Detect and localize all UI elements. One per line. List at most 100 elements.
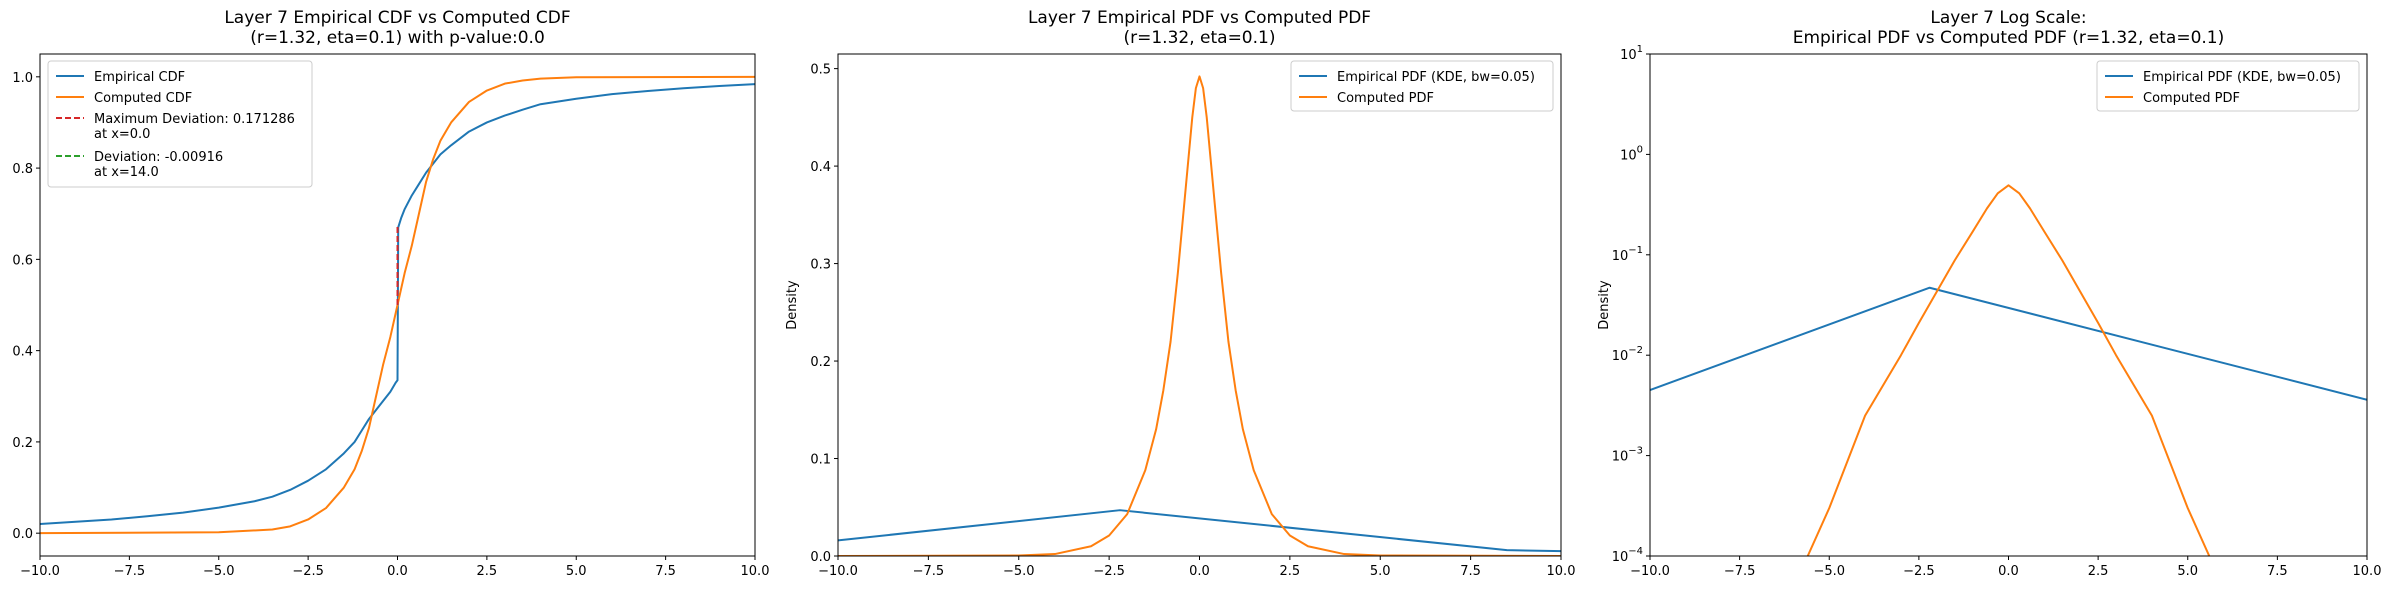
chart-title-line: Layer 7 Empirical PDF vs Computed PDF bbox=[1028, 8, 1371, 28]
chart-title: Layer 7 Empirical PDF vs Computed PDF (r=… bbox=[1028, 8, 1371, 48]
chart-title-line: Layer 7 Log Scale: bbox=[1930, 8, 2086, 28]
y-tick-label: 0.4 bbox=[810, 160, 831, 175]
y-tick-label: 10−3 bbox=[1612, 446, 1643, 465]
x-tick-label: 7.5 bbox=[2267, 564, 2288, 579]
y-tick-base: 10 bbox=[1620, 148, 1637, 163]
legend: Empirical PDF (KDE, bw=0.05) Computed PDF bbox=[2096, 60, 2360, 112]
x-tick-label: 5.0 bbox=[1370, 564, 1391, 579]
x-tick-label: 0.0 bbox=[387, 564, 408, 579]
series-line-2 bbox=[1806, 184, 2211, 556]
legend-label-4: Deviation: -0.00916 at x=14.0 bbox=[94, 150, 223, 180]
y-tick-label: 0.5 bbox=[810, 63, 831, 78]
legend-label-1: Empirical PDF (KDE, bw=0.05) bbox=[1337, 70, 1535, 85]
y-tick-exponent: −3 bbox=[1628, 446, 1643, 457]
x-tick-label: −5.0 bbox=[1003, 564, 1035, 579]
legend-label-1: Empirical CDF bbox=[94, 70, 185, 85]
y-tick-exponent: −4 bbox=[1628, 546, 1643, 557]
axes-frame bbox=[39, 53, 756, 557]
y-tick-base: 10 bbox=[1612, 450, 1629, 465]
y-tick-label: 0.2 bbox=[810, 355, 831, 370]
y-tick-label: 0.1 bbox=[810, 453, 831, 468]
x-tick-label: −7.5 bbox=[1724, 564, 1756, 579]
y-tick-label: 0.3 bbox=[810, 258, 831, 273]
x-tick-label: −10.0 bbox=[1630, 564, 1670, 579]
y-tick-label: 10−1 bbox=[1612, 245, 1643, 264]
chart-2: Layer 7 Empirical PDF vs Computed PDF (r=… bbox=[785, 8, 1575, 579]
legend: Empirical PDF (KDE, bw=0.05) Computed PDF bbox=[1290, 60, 1554, 112]
y-tick-base: 10 bbox=[1620, 48, 1637, 63]
x-tick-label: 2.5 bbox=[477, 564, 498, 579]
legend-label-2: Computed PDF bbox=[1337, 91, 1434, 106]
chart-title-line: (r=1.32, eta=0.1) bbox=[1124, 28, 1276, 48]
x-tick-label: −10.0 bbox=[818, 564, 858, 579]
legend-label-line: at x=0.0 bbox=[94, 127, 150, 142]
y-tick-exponent: 0 bbox=[1637, 144, 1643, 155]
y-tick-label: 0.0 bbox=[810, 550, 831, 565]
y-tick-label: 101 bbox=[1620, 44, 1643, 63]
y-tick-label: 1.0 bbox=[12, 71, 33, 86]
legend-label-line: at x=14.0 bbox=[94, 165, 159, 180]
legend-label-2: Computed PDF bbox=[2143, 91, 2240, 106]
y-tick-label: 0.8 bbox=[12, 162, 33, 177]
y-axis-label: Density bbox=[785, 280, 800, 330]
legend-label-1: Empirical PDF (KDE, bw=0.05) bbox=[2143, 70, 2341, 85]
x-tick-label: 5.0 bbox=[2177, 564, 2198, 579]
legend-box bbox=[47, 60, 313, 188]
legend-label-line: Computed PDF bbox=[2143, 91, 2240, 106]
chart-title-line: Empirical PDF vs Computed PDF (r=1.32, e… bbox=[1793, 28, 2224, 48]
x-tick-label: −5.0 bbox=[1813, 564, 1845, 579]
x-tick-label: −10.0 bbox=[20, 564, 60, 579]
legend-label-3: Maximum Deviation: 0.171286 at x=0.0 bbox=[94, 112, 295, 142]
legend-box bbox=[1290, 60, 1554, 112]
y-tick-label: 0.0 bbox=[12, 527, 33, 542]
x-tick-label: 2.5 bbox=[1280, 564, 1301, 579]
series-line-2 bbox=[838, 75, 1561, 556]
legend: Empirical CDF Computed CDF Maximum Deviati… bbox=[47, 60, 313, 188]
y-tick-label: 10−2 bbox=[1612, 345, 1643, 364]
y-axis-label: Density bbox=[1597, 280, 1612, 330]
legend-label-2: Computed CDF bbox=[94, 91, 192, 106]
chart-title-line: Layer 7 Empirical CDF vs Computed CDF bbox=[224, 8, 570, 28]
x-tick-label: 5.0 bbox=[566, 564, 587, 579]
x-tick-label: 0.0 bbox=[1998, 564, 2019, 579]
chart-3: Layer 7 Log Scale: Empirical PDF vs Compu… bbox=[1597, 8, 2381, 579]
axes-frame bbox=[1649, 53, 2368, 557]
legend-label-line: Deviation: -0.00916 bbox=[94, 150, 223, 165]
x-tick-label: −2.5 bbox=[1903, 564, 1935, 579]
x-tick-label: −2.5 bbox=[1093, 564, 1125, 579]
y-tick-label: 0.2 bbox=[12, 436, 33, 451]
x-tick-label: −7.5 bbox=[114, 564, 146, 579]
legend-label-line: Computed PDF bbox=[1337, 91, 1434, 106]
legend-box bbox=[2096, 60, 2360, 112]
series-group bbox=[838, 75, 1561, 556]
x-tick-label: 10.0 bbox=[741, 564, 770, 579]
y-tick-base: 10 bbox=[1612, 249, 1629, 264]
x-tick-label: −7.5 bbox=[913, 564, 945, 579]
chart-title: Layer 7 Empirical CDF vs Computed CDF (r=… bbox=[224, 8, 570, 48]
x-tick-label: −5.0 bbox=[203, 564, 235, 579]
series-group bbox=[1650, 184, 2367, 556]
y-tick-label: 0.4 bbox=[12, 345, 33, 360]
y-tick-exponent: −1 bbox=[1628, 245, 1643, 256]
y-tick-base: 10 bbox=[1612, 349, 1629, 364]
x-tick-label: 7.5 bbox=[1460, 564, 1481, 579]
legend-label-line: Empirical CDF bbox=[94, 70, 185, 85]
x-tick-label: 10.0 bbox=[1547, 564, 1576, 579]
x-tick-label: 2.5 bbox=[2088, 564, 2109, 579]
y-tick-exponent: 1 bbox=[1637, 44, 1643, 55]
y-tick-label: 0.6 bbox=[12, 253, 33, 268]
y-tick-exponent: −2 bbox=[1628, 345, 1643, 356]
y-tick-label: 10−4 bbox=[1612, 546, 1643, 565]
y-tick-label: 100 bbox=[1620, 144, 1643, 163]
chart-title: Layer 7 Log Scale: Empirical PDF vs Compu… bbox=[1793, 8, 2224, 48]
series-line-1 bbox=[838, 509, 1561, 553]
y-tick-base: 10 bbox=[1612, 550, 1629, 565]
x-tick-label: −2.5 bbox=[292, 564, 324, 579]
legend-label-line: Empirical PDF (KDE, bw=0.05) bbox=[1337, 70, 1535, 85]
series-line-2 bbox=[40, 75, 755, 535]
x-tick-label: 10.0 bbox=[2353, 564, 2382, 579]
legend-label-line: Maximum Deviation: 0.171286 bbox=[94, 112, 295, 127]
x-tick-label: 7.5 bbox=[655, 564, 676, 579]
legend-label-line: Computed CDF bbox=[94, 91, 192, 106]
